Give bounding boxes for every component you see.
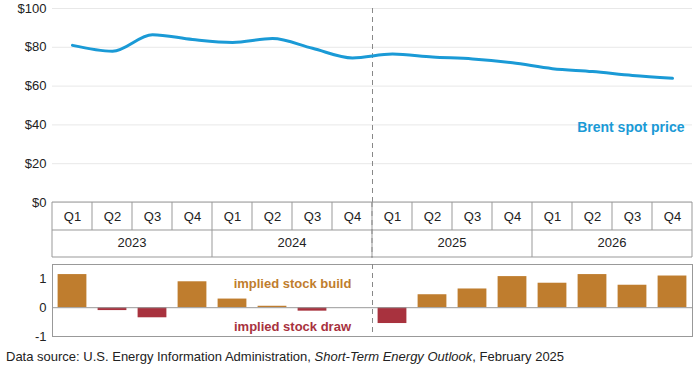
svg-text:implied stock draw: implied stock draw [234, 319, 352, 334]
svg-text:0: 0 [39, 300, 46, 315]
svg-text:2026: 2026 [598, 235, 627, 250]
svg-text:implied stock build: implied stock build [234, 276, 352, 291]
svg-text:Q3: Q3 [304, 209, 321, 224]
svg-text:Q1: Q1 [544, 209, 561, 224]
svg-text:2023: 2023 [118, 235, 147, 250]
svg-text:Q4: Q4 [664, 209, 681, 224]
svg-text:Q1: Q1 [384, 209, 401, 224]
svg-text:Q3: Q3 [144, 209, 161, 224]
svg-text:-1: -1 [35, 329, 47, 344]
svg-text:Q1: Q1 [64, 209, 81, 224]
svg-text:Q4: Q4 [504, 209, 521, 224]
svg-text:$80: $80 [25, 39, 47, 54]
svg-text:$40: $40 [25, 117, 47, 132]
svg-text:$60: $60 [25, 78, 47, 93]
svg-text:Q2: Q2 [424, 209, 441, 224]
svg-text:Q4: Q4 [184, 209, 201, 224]
svg-text:Q4: Q4 [344, 209, 361, 224]
svg-text:Q3: Q3 [624, 209, 641, 224]
html-text:Data source: U.S. Energy Infor: Data source: U.S. Energy Information Adm… [6, 349, 565, 364]
svg-text:2025: 2025 [438, 235, 467, 250]
svg-text:2024: 2024 [278, 235, 307, 250]
svg-text:Q2: Q2 [104, 209, 121, 224]
svg-text:1: 1 [39, 271, 46, 286]
svg-text:Q2: Q2 [584, 209, 601, 224]
svg-text:Q2: Q2 [264, 209, 281, 224]
svg-text:Q1: Q1 [224, 209, 241, 224]
svg-text:$0: $0 [32, 195, 46, 210]
svg-text:Q3: Q3 [464, 209, 481, 224]
svg-text:$20: $20 [25, 156, 47, 171]
svg-text:$100: $100 [18, 1, 47, 16]
svg-text:Brent spot price: Brent spot price [577, 119, 685, 135]
